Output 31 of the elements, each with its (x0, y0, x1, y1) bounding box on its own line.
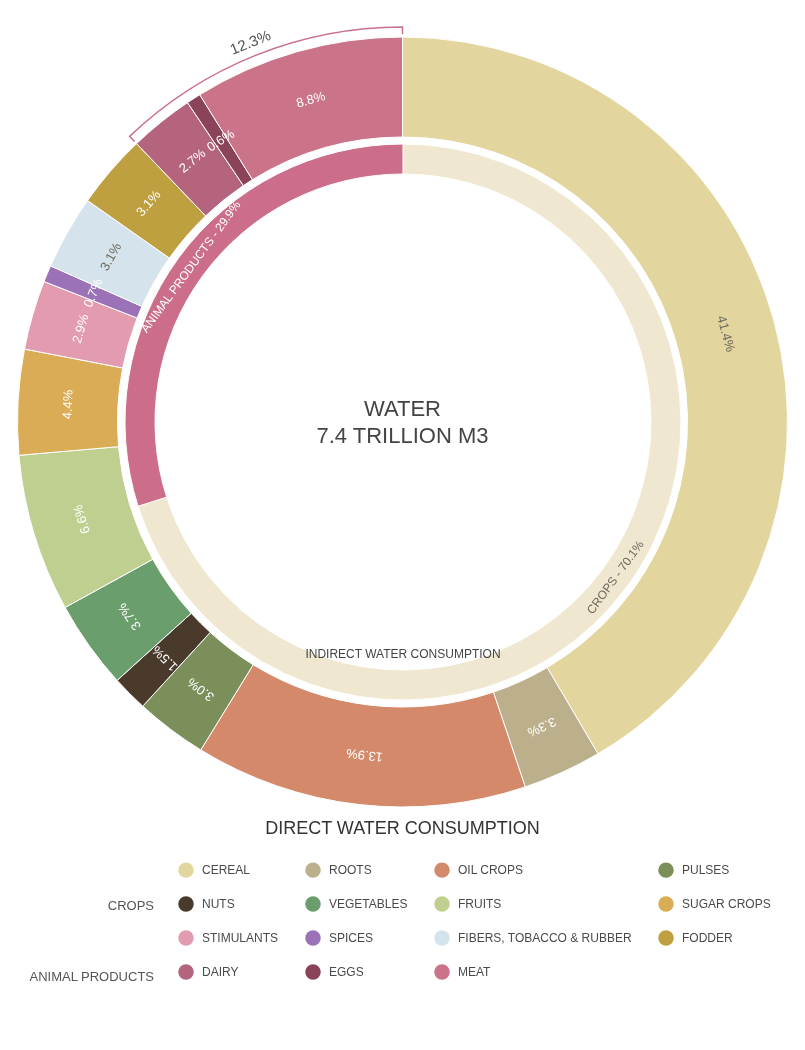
data-label: 3.1% (96, 239, 125, 274)
legend-label: ROOTS (329, 863, 372, 878)
data-label: 41.4% (714, 313, 739, 354)
text: ANIMAL PRODUCTS (29, 969, 155, 985)
legend-label: NUTS (202, 897, 235, 911)
data-label: 3.3% (524, 714, 559, 741)
legend-label: STIMULANTS (202, 931, 279, 945)
legend-label: MEAT (458, 965, 492, 979)
legend-label: CEREAL (202, 863, 251, 878)
legend-label: SUGAR CROPS (682, 897, 771, 911)
data-label: 8.8% (294, 87, 328, 111)
legend-label: SPICES (329, 931, 374, 945)
text: DIRECT WATER CONSUMPTION (265, 818, 540, 838)
legend-label: VEGETABLES (329, 897, 408, 911)
data-label: 2.9% (68, 311, 92, 345)
data-label: 0.7% (80, 275, 106, 310)
data-label: 6.6% (69, 502, 93, 536)
text: WATER (364, 395, 441, 421)
legend-label: DAIRY (202, 965, 239, 979)
data-label: 4.4% (59, 388, 76, 420)
legend-label: FODDER (682, 931, 733, 945)
text: CROPS (107, 898, 155, 914)
legend-label: EGGS (329, 965, 364, 979)
data-label: 13.9% (344, 745, 384, 765)
text: 7.4 TRILLION M3 (316, 422, 489, 448)
text: INDIRECT WATER CONSUMPTION (304, 647, 501, 661)
text: 12.3% (227, 26, 274, 58)
legend-label: OIL CROPS (458, 863, 523, 878)
legend-label: PULSES (682, 863, 730, 878)
legend-label: FIBERS, TOBACCO & RUBBER (458, 931, 632, 945)
legend-label: FRUITS (458, 897, 502, 911)
